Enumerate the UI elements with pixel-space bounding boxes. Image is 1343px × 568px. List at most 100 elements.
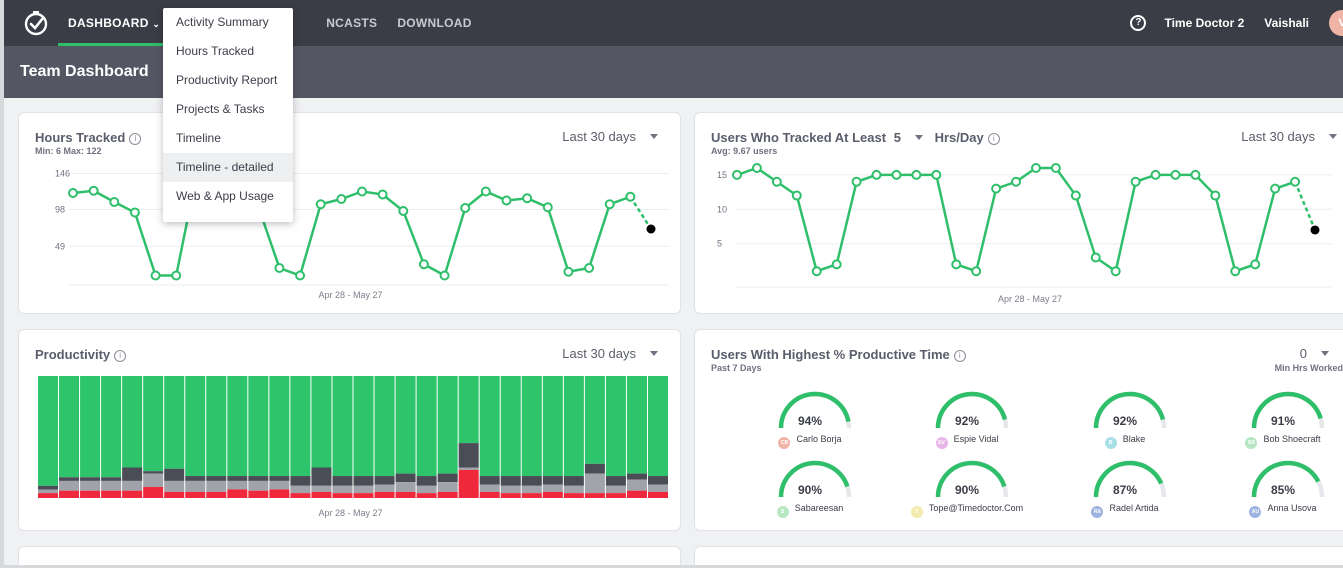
bar-segment-neutral bbox=[458, 467, 479, 470]
user-gauge[interactable]: 92% EV Espie Vidal bbox=[892, 388, 1042, 454]
bar-segment-productive bbox=[374, 376, 395, 477]
menu-item-activity-summary[interactable]: Activity Summary bbox=[176, 15, 269, 29]
bar-segment-neutral bbox=[269, 480, 290, 490]
bar-segment-productive bbox=[206, 376, 227, 477]
period-select[interactable]: Last 30 days bbox=[562, 129, 658, 144]
user-gauge[interactable]: 87% RA Radel Artida bbox=[1050, 457, 1200, 523]
bar-segment-neutral bbox=[626, 479, 647, 491]
user-avatar-icon: S bbox=[776, 506, 789, 518]
menu-item-timeline-detailed[interactable]: Timeline - detailed bbox=[163, 153, 293, 182]
user-avatar-icon: RA bbox=[1091, 506, 1104, 518]
card-title: Productivity i bbox=[35, 347, 127, 362]
data-point bbox=[88, 185, 99, 196]
gauge-user: EV Espie Vidal bbox=[892, 434, 1042, 449]
range-label: Apr 28 - May 27 bbox=[318, 508, 383, 518]
bar-segment-unproductive bbox=[59, 490, 80, 498]
projection-line bbox=[1293, 181, 1317, 231]
menu-item-projects-tasks[interactable]: Projects & Tasks bbox=[176, 102, 265, 116]
bar-segment-productive bbox=[563, 376, 584, 477]
bar-segment-neutral bbox=[332, 485, 353, 494]
series-line bbox=[72, 169, 631, 278]
user-name[interactable]: Vaishali bbox=[1264, 16, 1309, 30]
data-point bbox=[851, 176, 862, 187]
data-point bbox=[150, 270, 161, 281]
data-point bbox=[751, 163, 762, 173]
menu-item-timeline[interactable]: Timeline bbox=[176, 131, 221, 145]
data-point bbox=[68, 188, 78, 198]
threshold-select[interactable]: 5 bbox=[894, 130, 923, 145]
period-select[interactable]: Last 30 days bbox=[1241, 129, 1337, 144]
user-name: Blake bbox=[1122, 434, 1146, 444]
bar-segment-unproductive bbox=[248, 490, 269, 498]
y-tick-label: 49 bbox=[55, 241, 65, 251]
data-point bbox=[1290, 176, 1301, 187]
data-point bbox=[522, 193, 533, 204]
menu-item-hours-tracked[interactable]: Hours Tracked bbox=[176, 44, 255, 58]
time-doctor-logo-icon[interactable] bbox=[22, 9, 50, 37]
user-gauge[interactable]: 85% AU Anna Usova bbox=[1208, 457, 1343, 523]
min-hours-select[interactable]: 0 bbox=[1300, 346, 1329, 361]
gauge-arc-icon bbox=[935, 460, 1009, 498]
bar-segment-unknown bbox=[563, 476, 584, 486]
data-point bbox=[1110, 266, 1121, 277]
data-point bbox=[811, 266, 822, 277]
bar-segment-unknown bbox=[227, 476, 248, 481]
user-avatar-icon: CB bbox=[778, 437, 791, 449]
nav-screencasts[interactable]: NCASTS bbox=[326, 16, 378, 30]
gauge-fill bbox=[935, 460, 1007, 498]
bar-segment-neutral bbox=[479, 484, 500, 492]
data-point bbox=[398, 206, 409, 216]
user-gauge[interactable]: 91% BS Bob Shoecraft bbox=[1208, 388, 1343, 454]
gauge-arc-icon bbox=[778, 460, 852, 498]
user-gauge[interactable]: 90% T Tope@Timedoctor.Com bbox=[892, 457, 1042, 523]
bar-segment-unknown bbox=[521, 476, 542, 486]
bar-segment-neutral bbox=[206, 480, 227, 492]
info-icon[interactable]: i bbox=[987, 133, 1000, 145]
bar-segment-productive bbox=[479, 376, 500, 477]
nav-dashboard[interactable]: DASHBOARD ⌄ bbox=[58, 0, 171, 46]
user-avatar[interactable]: V bbox=[1329, 10, 1343, 36]
menu-item-productivity-report[interactable]: Productivity Report bbox=[176, 73, 278, 87]
company-switcher[interactable]: Time Doctor 2 bbox=[1164, 16, 1245, 30]
bar-segment-neutral bbox=[122, 480, 143, 491]
bar-segment-unknown bbox=[416, 476, 437, 486]
bar-segment-productive bbox=[227, 376, 248, 477]
nav-download[interactable]: DOWNLOAD bbox=[397, 16, 472, 30]
help-icon[interactable]: ? bbox=[1130, 15, 1147, 31]
data-point bbox=[971, 266, 982, 277]
info-icon[interactable]: i bbox=[129, 133, 142, 145]
bar-segment-neutral bbox=[353, 485, 374, 494]
user-name: Sabareesan bbox=[794, 503, 844, 513]
bar-segment-unproductive bbox=[479, 491, 500, 498]
bar-segment-unknown bbox=[290, 476, 311, 486]
data-point bbox=[1011, 176, 1022, 187]
user-avatar-icon: EV bbox=[935, 437, 948, 449]
data-point bbox=[911, 169, 922, 180]
menu-item-web-app-usage[interactable]: Web & App Usage bbox=[176, 189, 274, 203]
card-title: Hours Tracked i bbox=[35, 130, 142, 145]
user-name: Carlo Borja bbox=[796, 434, 842, 444]
user-gauge[interactable]: 90% S Sabareesan bbox=[735, 457, 885, 523]
bar-segment-neutral bbox=[164, 480, 185, 492]
bar-segment-productive bbox=[122, 376, 143, 468]
bar-segment-neutral bbox=[395, 482, 416, 492]
bar-segment-unproductive bbox=[164, 491, 185, 498]
info-icon[interactable]: i bbox=[114, 350, 127, 362]
bar-segment-unknown bbox=[122, 467, 143, 481]
bar-segment-unknown bbox=[479, 476, 500, 485]
gauge-fill bbox=[935, 391, 1008, 429]
info-icon[interactable]: i bbox=[953, 350, 966, 362]
data-point bbox=[831, 259, 842, 270]
bar-segment-productive bbox=[248, 376, 269, 477]
gauge-percent: 94% bbox=[797, 414, 823, 428]
user-gauge[interactable]: 92% B Blake bbox=[1050, 388, 1200, 454]
bar-segment-neutral bbox=[143, 473, 164, 488]
gauge-user: S Sabareesan bbox=[735, 503, 885, 518]
bar-segment-unknown bbox=[206, 476, 227, 481]
productivity-card: Productivity i Last 30 days Apr 28 - May … bbox=[18, 329, 681, 531]
bar-segment-neutral bbox=[185, 480, 206, 492]
bar-segment-unknown bbox=[542, 476, 563, 485]
bar-segment-productive bbox=[269, 376, 290, 477]
period-select[interactable]: Last 30 days bbox=[562, 346, 658, 361]
user-gauge[interactable]: 94% CB Carlo Borja bbox=[735, 388, 885, 454]
